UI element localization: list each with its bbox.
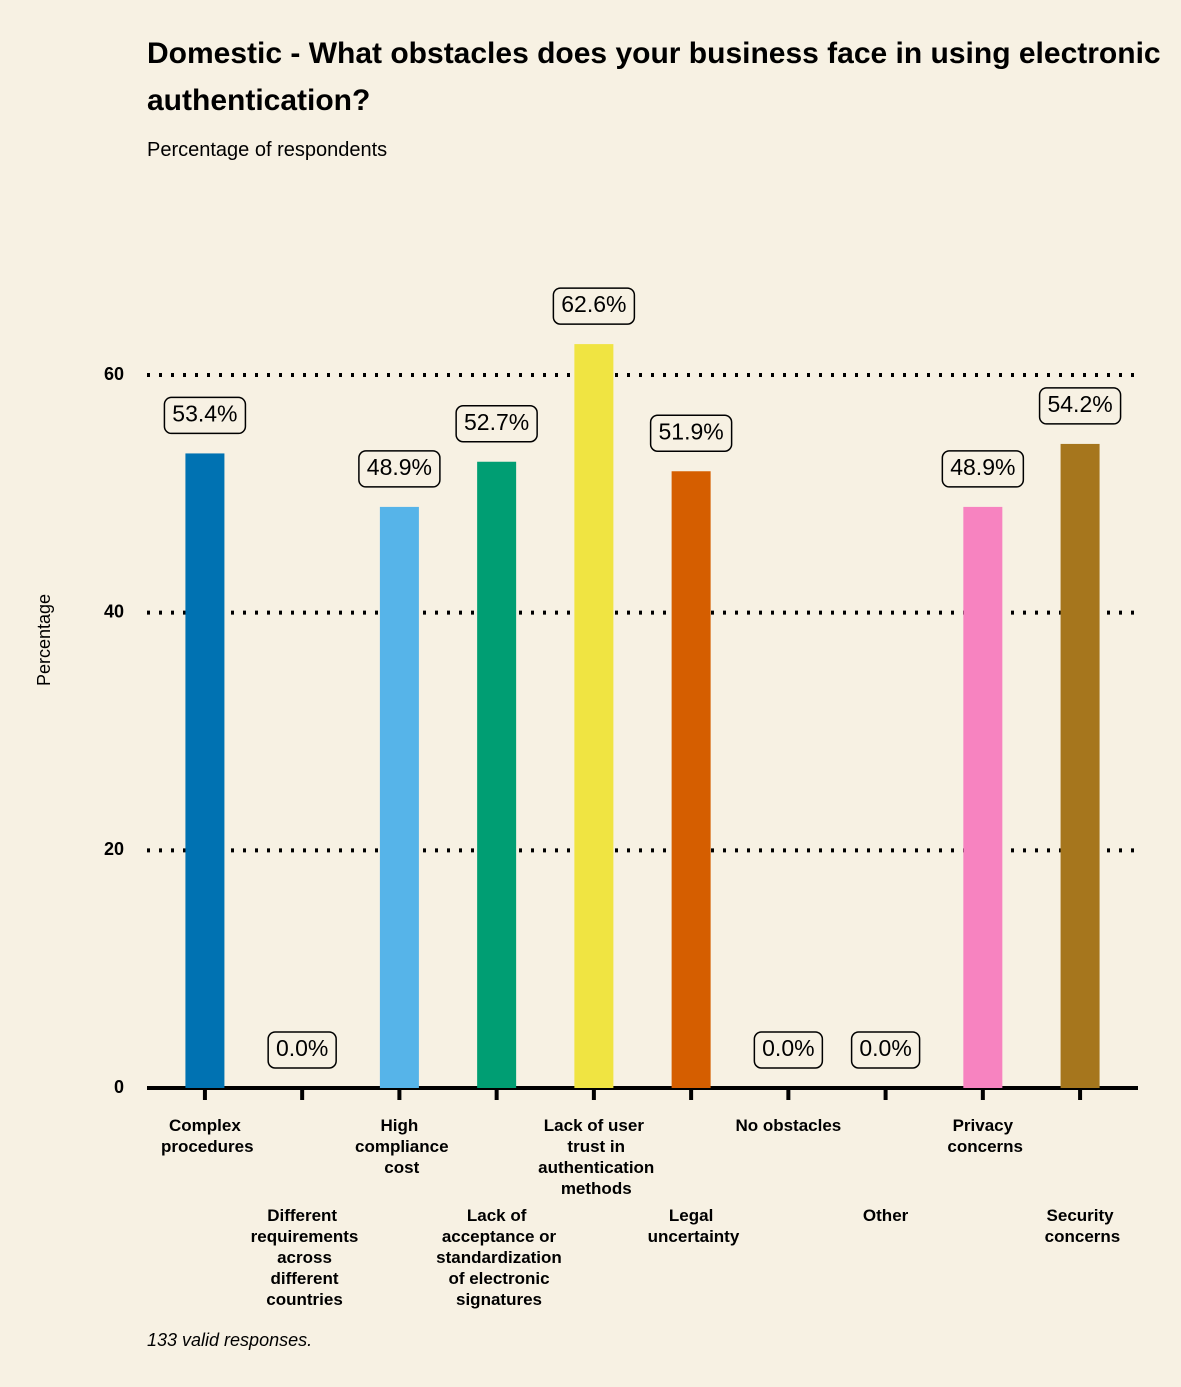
x-tick-label-line: Privacy xyxy=(953,1116,1014,1135)
x-tick-label-line: standardization xyxy=(431,1248,561,1267)
y-tick-label: 0 xyxy=(114,1077,124,1097)
x-tick-label-line: of electronic xyxy=(444,1269,550,1288)
x-tick-label: Lack of acceptance or standardization of… xyxy=(431,1206,561,1309)
x-tick-label-line: across xyxy=(272,1248,332,1267)
x-tick-label-line: procedures xyxy=(156,1137,253,1156)
x-tick-label-line: methods xyxy=(556,1179,632,1198)
x-tick-label: Legal uncertainty xyxy=(643,1206,740,1246)
x-tick-label-line: Legal xyxy=(669,1206,713,1225)
bar xyxy=(185,453,225,1088)
value-label-box xyxy=(455,404,538,443)
bar xyxy=(477,461,517,1089)
x-tick-label-line: No obstacles xyxy=(735,1116,841,1135)
y-tick-label: 40 xyxy=(104,601,124,621)
value-label-box xyxy=(850,1031,921,1069)
bar xyxy=(1060,443,1100,1088)
value-label: 0.0% xyxy=(276,1035,328,1061)
x-tick-label-line: different xyxy=(266,1269,339,1288)
y-tick-label: 20 xyxy=(104,839,124,859)
bar xyxy=(671,471,711,1088)
x-tick-label-line: High xyxy=(381,1116,419,1135)
x-tick-label: Other xyxy=(863,1206,909,1225)
value-label-box xyxy=(552,287,636,325)
x-tick-label: Complex procedures xyxy=(156,1116,253,1156)
x-tick-label: Security concerns xyxy=(1040,1206,1120,1246)
x-tick-label: Lack of user trust in authentication met… xyxy=(533,1116,654,1198)
x-tick-label-line: uncertainty xyxy=(643,1227,740,1246)
x-tick-label-line: Complex xyxy=(169,1116,241,1135)
x-tick-label: Different requirements across different … xyxy=(246,1206,358,1309)
x-tick-label-line: compliance xyxy=(350,1137,448,1156)
y-axis-label: Percentage xyxy=(34,594,54,686)
x-tick-label-line: signatures xyxy=(451,1290,542,1309)
chart-note: 133 valid responses. xyxy=(147,1330,313,1350)
bar xyxy=(574,344,614,1088)
value-label-box xyxy=(163,396,247,435)
x-tick-label-line: Different xyxy=(267,1206,337,1225)
bar xyxy=(379,506,419,1088)
value-label-box xyxy=(941,450,1025,488)
chart-subtitle: Percentage of respondents xyxy=(147,139,388,161)
x-tick-label-line: trust in xyxy=(563,1137,625,1156)
value-label-box xyxy=(649,414,733,453)
x-tick-label-line: authentication xyxy=(533,1158,654,1177)
value-label: 53.4% xyxy=(172,401,237,427)
value-label: 52.7% xyxy=(464,409,529,435)
chart-title: Domestic - What obstacles does your busi… xyxy=(147,37,1161,117)
value-label: 48.9% xyxy=(367,454,432,480)
y-tick-label: 60 xyxy=(104,364,124,384)
x-tick-label-line: concerns xyxy=(1040,1227,1120,1246)
x-tick-label-line: cost xyxy=(380,1158,420,1177)
x-tick-label-line: acceptance or xyxy=(437,1227,556,1246)
value-label: 48.9% xyxy=(950,454,1015,480)
value-label: 54.2% xyxy=(1047,391,1112,417)
bar xyxy=(963,506,1003,1088)
x-tick-label-line: requirements xyxy=(246,1227,358,1246)
value-label-box xyxy=(1038,387,1122,425)
x-tick-label-line: Lack of user xyxy=(544,1116,645,1135)
x-tick-label-line: Security xyxy=(1047,1206,1115,1225)
value-label: 62.6% xyxy=(561,291,626,317)
x-tick-label-line: Lack of xyxy=(467,1206,527,1225)
value-label: 51.9% xyxy=(659,418,724,444)
x-tick-label: High compliance cost xyxy=(350,1116,448,1177)
x-tick-label-line: Other xyxy=(863,1206,909,1225)
value-label-box xyxy=(358,450,441,488)
x-tick-label: Privacy concerns xyxy=(943,1116,1023,1156)
value-label: 0.0% xyxy=(859,1035,911,1061)
value-label: 0.0% xyxy=(762,1035,814,1061)
value-label-box xyxy=(267,1031,337,1069)
x-tick-label-line: countries xyxy=(262,1290,343,1309)
value-label-box xyxy=(753,1031,824,1069)
x-tick-label-line: concerns xyxy=(943,1137,1023,1156)
x-tick-label: No obstacles xyxy=(735,1116,841,1135)
